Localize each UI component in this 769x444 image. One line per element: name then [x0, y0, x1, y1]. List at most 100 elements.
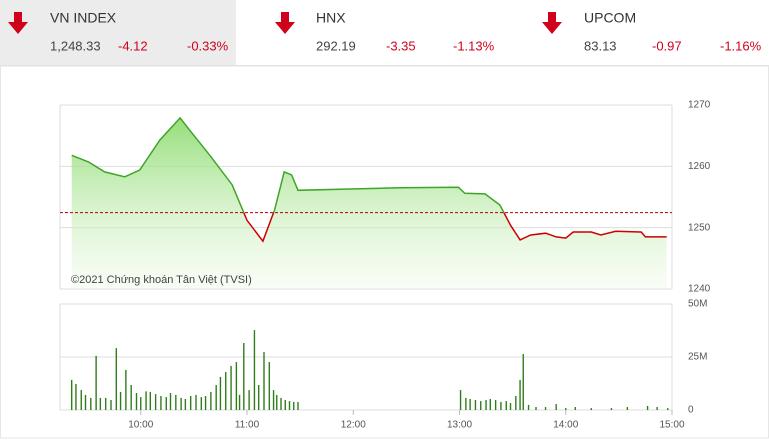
x-tick-label: 12:00 [341, 420, 366, 431]
ticker-value: 83.13 [584, 38, 617, 53]
volume-bar [646, 405, 649, 410]
volume-bar [268, 362, 271, 410]
volume-bar [610, 408, 613, 410]
volume-bar [494, 400, 497, 410]
ticker-value: 1,248.33 [50, 38, 101, 53]
y-tick-label: 1270 [688, 100, 711, 111]
volume-bar [204, 396, 207, 410]
y-tick-label: 25M [688, 352, 707, 363]
volume-bar [590, 408, 592, 410]
volume-bar [527, 404, 530, 410]
volume-bar [80, 390, 82, 410]
ticker-name[interactable]: VN INDEX [50, 10, 117, 26]
volume-bar [145, 391, 147, 410]
volume-bar [555, 404, 557, 410]
volume-bar [135, 393, 138, 410]
volume-bar [459, 390, 462, 410]
ticker-value: 292.19 [316, 38, 356, 53]
volume-bar [110, 400, 112, 410]
volume-bar [149, 391, 152, 410]
down-arrow [542, 12, 562, 34]
volume-bar [480, 401, 482, 410]
y-tick-label: 50M [688, 299, 707, 310]
x-tick-label: 10:00 [128, 420, 153, 431]
volume-bar [200, 397, 203, 410]
y-tick-label: 1250 [688, 222, 711, 233]
ticker-change: -4.12 [118, 38, 148, 53]
ticker-change: -3.35 [386, 38, 416, 53]
price-area [71, 117, 667, 290]
volume-bar [522, 354, 524, 410]
active-tile[interactable] [0, 0, 236, 65]
volume-bar [276, 394, 278, 410]
volume-bar [154, 394, 157, 410]
volume-bar [626, 407, 629, 410]
volume-bar [272, 390, 275, 410]
volume-bar [84, 394, 87, 410]
volume-bar [243, 343, 245, 410]
down-arrow [275, 12, 295, 34]
down-arrow [8, 12, 28, 34]
volume-bar [509, 403, 512, 410]
volume-bar [293, 401, 295, 410]
y-tick-label: 1260 [688, 161, 711, 172]
volume-bar [565, 408, 567, 410]
volume-bar [489, 398, 492, 410]
volume-bar [75, 383, 77, 410]
volume-bar [219, 376, 222, 410]
volume-bar [175, 394, 177, 410]
volume-bar [284, 400, 286, 410]
volume-bar [238, 394, 241, 410]
volume-bar [535, 407, 537, 410]
volume-bar [210, 391, 212, 410]
y-tick-label: 1240 [688, 284, 711, 295]
ticker-name[interactable]: HNX [316, 10, 346, 26]
volume-bar [165, 397, 167, 410]
volume-bar [519, 379, 521, 410]
volume-bar [140, 397, 142, 410]
volume-bar [297, 401, 299, 410]
volume-bar [104, 397, 107, 410]
price-line-below [242, 212, 667, 243]
volume-bar [90, 397, 92, 410]
x-tick-label: 14:00 [553, 420, 578, 431]
volume-bar [263, 351, 265, 410]
volume-bar [160, 396, 162, 410]
x-tick-label: 11:00 [235, 420, 260, 431]
volume-bar [225, 372, 227, 410]
volume-bar [656, 407, 658, 410]
ticker-percent: -1.16% [720, 38, 762, 53]
volume-bar [130, 384, 132, 410]
volume-bar [485, 400, 487, 410]
volume-bar [465, 397, 467, 410]
volume-bar [119, 391, 122, 410]
volume-bar [195, 394, 197, 410]
ticker-percent: -1.13% [453, 38, 495, 53]
volume-bar [253, 330, 256, 410]
ticker-change: -0.97 [652, 38, 682, 53]
volume-bar [99, 397, 102, 410]
volume-bar [215, 384, 217, 410]
volume-bar [280, 397, 282, 410]
volume-bar [574, 407, 577, 410]
volume-bar [667, 408, 669, 410]
volume-bar [474, 400, 477, 410]
ticker-name[interactable]: UPCOM [584, 10, 636, 26]
ticker-percent: -0.33% [187, 38, 229, 53]
volume-bar [544, 407, 547, 410]
x-tick-label: 15:00 [659, 420, 684, 431]
volume-bar [248, 390, 250, 410]
volume-bar [189, 396, 192, 410]
volume-bar [500, 401, 502, 410]
volume-bar [469, 398, 471, 410]
volume-bar [70, 379, 73, 410]
volume-bar [235, 362, 238, 410]
volume-bar [257, 384, 260, 410]
volume-bar [505, 401, 507, 410]
volume-bar [115, 348, 118, 410]
volume-bar [180, 397, 182, 410]
volume-bar [95, 355, 97, 410]
copyright: ©2021 Chứng khoán Tân Việt (TVSI) [71, 274, 252, 286]
volume-bar [125, 369, 127, 410]
